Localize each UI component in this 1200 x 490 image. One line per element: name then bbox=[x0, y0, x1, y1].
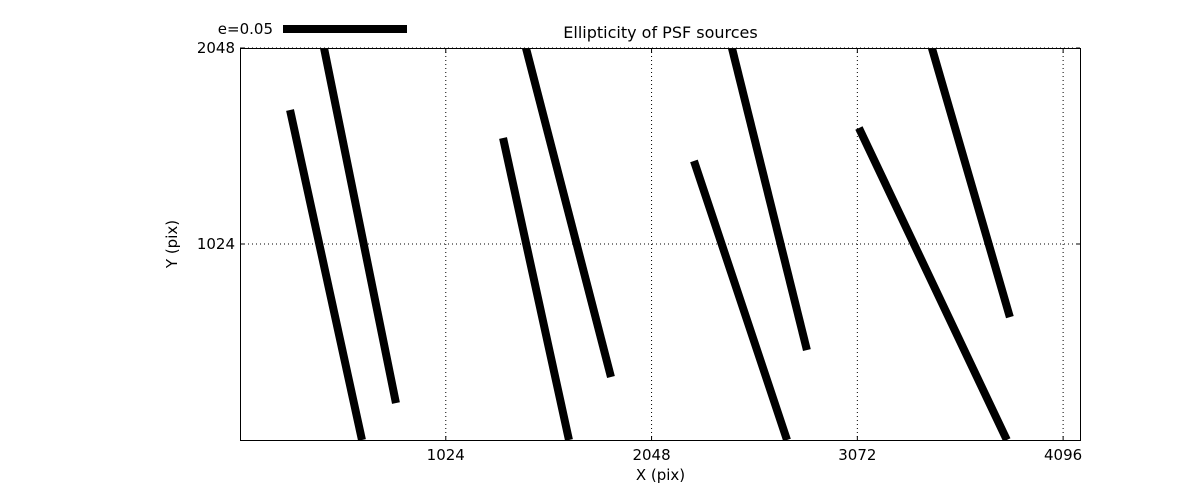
plot-frame bbox=[240, 48, 1081, 441]
chart-title: Ellipticity of PSF sources bbox=[563, 23, 758, 42]
x-tick-label-2048: 2048 bbox=[632, 446, 670, 464]
ellipticity-stick-3b bbox=[728, 48, 811, 352]
x-tick-label-3072: 3072 bbox=[838, 446, 876, 464]
legend-key-line bbox=[283, 25, 407, 33]
ellipticity-stick-2a bbox=[499, 137, 573, 440]
y-axis-label: Y (pix) bbox=[163, 219, 181, 269]
ellipticity-stick-4a bbox=[855, 126, 1011, 440]
legend-label: e=0.05 bbox=[217, 20, 273, 38]
ellipticity-stick-1a bbox=[286, 109, 366, 440]
ellipticity-stick-4b bbox=[928, 48, 1014, 319]
y-tick-label-1024: 1024 bbox=[197, 235, 235, 253]
ellipticity-stick-1b bbox=[320, 48, 400, 404]
ellipticity-stick-2b bbox=[522, 48, 615, 379]
x-tick-label-1024: 1024 bbox=[427, 446, 465, 464]
y-tick-label-2048: 2048 bbox=[197, 39, 235, 57]
x-axis-label: X (pix) bbox=[635, 466, 686, 484]
ellipticity-stick-3a bbox=[690, 159, 791, 440]
x-tick-label-4096: 4096 bbox=[1044, 446, 1082, 464]
